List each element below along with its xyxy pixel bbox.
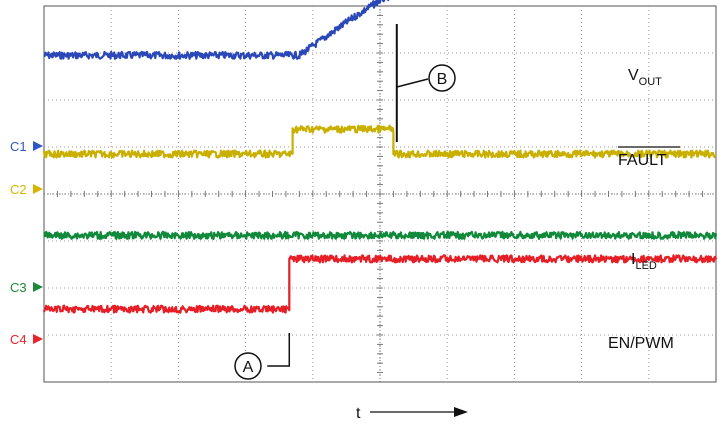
annotation-b-circle <box>428 64 456 92</box>
time-axis-label: t <box>356 405 361 422</box>
channel-marker-arrow <box>33 184 43 194</box>
channel-marker-label: C1 <box>10 139 27 154</box>
channel-marker-arrow <box>33 334 43 344</box>
traces <box>42 0 718 314</box>
vout-label: VOUT <box>628 67 662 88</box>
time-axis-arrowhead <box>454 407 468 417</box>
enpwm-label: EN/PWM <box>608 335 674 352</box>
iled-label: ILED <box>631 251 657 272</box>
annotation-b-leader <box>396 78 429 88</box>
annotation-a-label: A <box>243 359 254 376</box>
trace-fault <box>42 124 717 159</box>
channel-marker-arrow <box>33 141 43 151</box>
trace-vout <box>43 0 390 60</box>
annotation-b-label: B <box>437 71 448 88</box>
channel-marker-label: C4 <box>10 332 27 347</box>
vout-label-subscript: OUT <box>639 76 663 88</box>
annotation-a-leader <box>267 333 291 367</box>
channel-marker-label: C2 <box>10 182 27 197</box>
trace-iled <box>43 230 718 240</box>
iled-label-subscript: LED <box>635 260 656 272</box>
annotations: AB <box>234 24 456 380</box>
fault-label: FAULT <box>618 152 667 169</box>
trace-en-pwm <box>42 254 718 314</box>
channel-marker-label: C3 <box>10 280 27 295</box>
channel-marker-arrow <box>33 282 43 292</box>
channel-markers: C1 C2 C3 C4 <box>10 139 43 347</box>
annotation-a-circle <box>234 352 262 380</box>
